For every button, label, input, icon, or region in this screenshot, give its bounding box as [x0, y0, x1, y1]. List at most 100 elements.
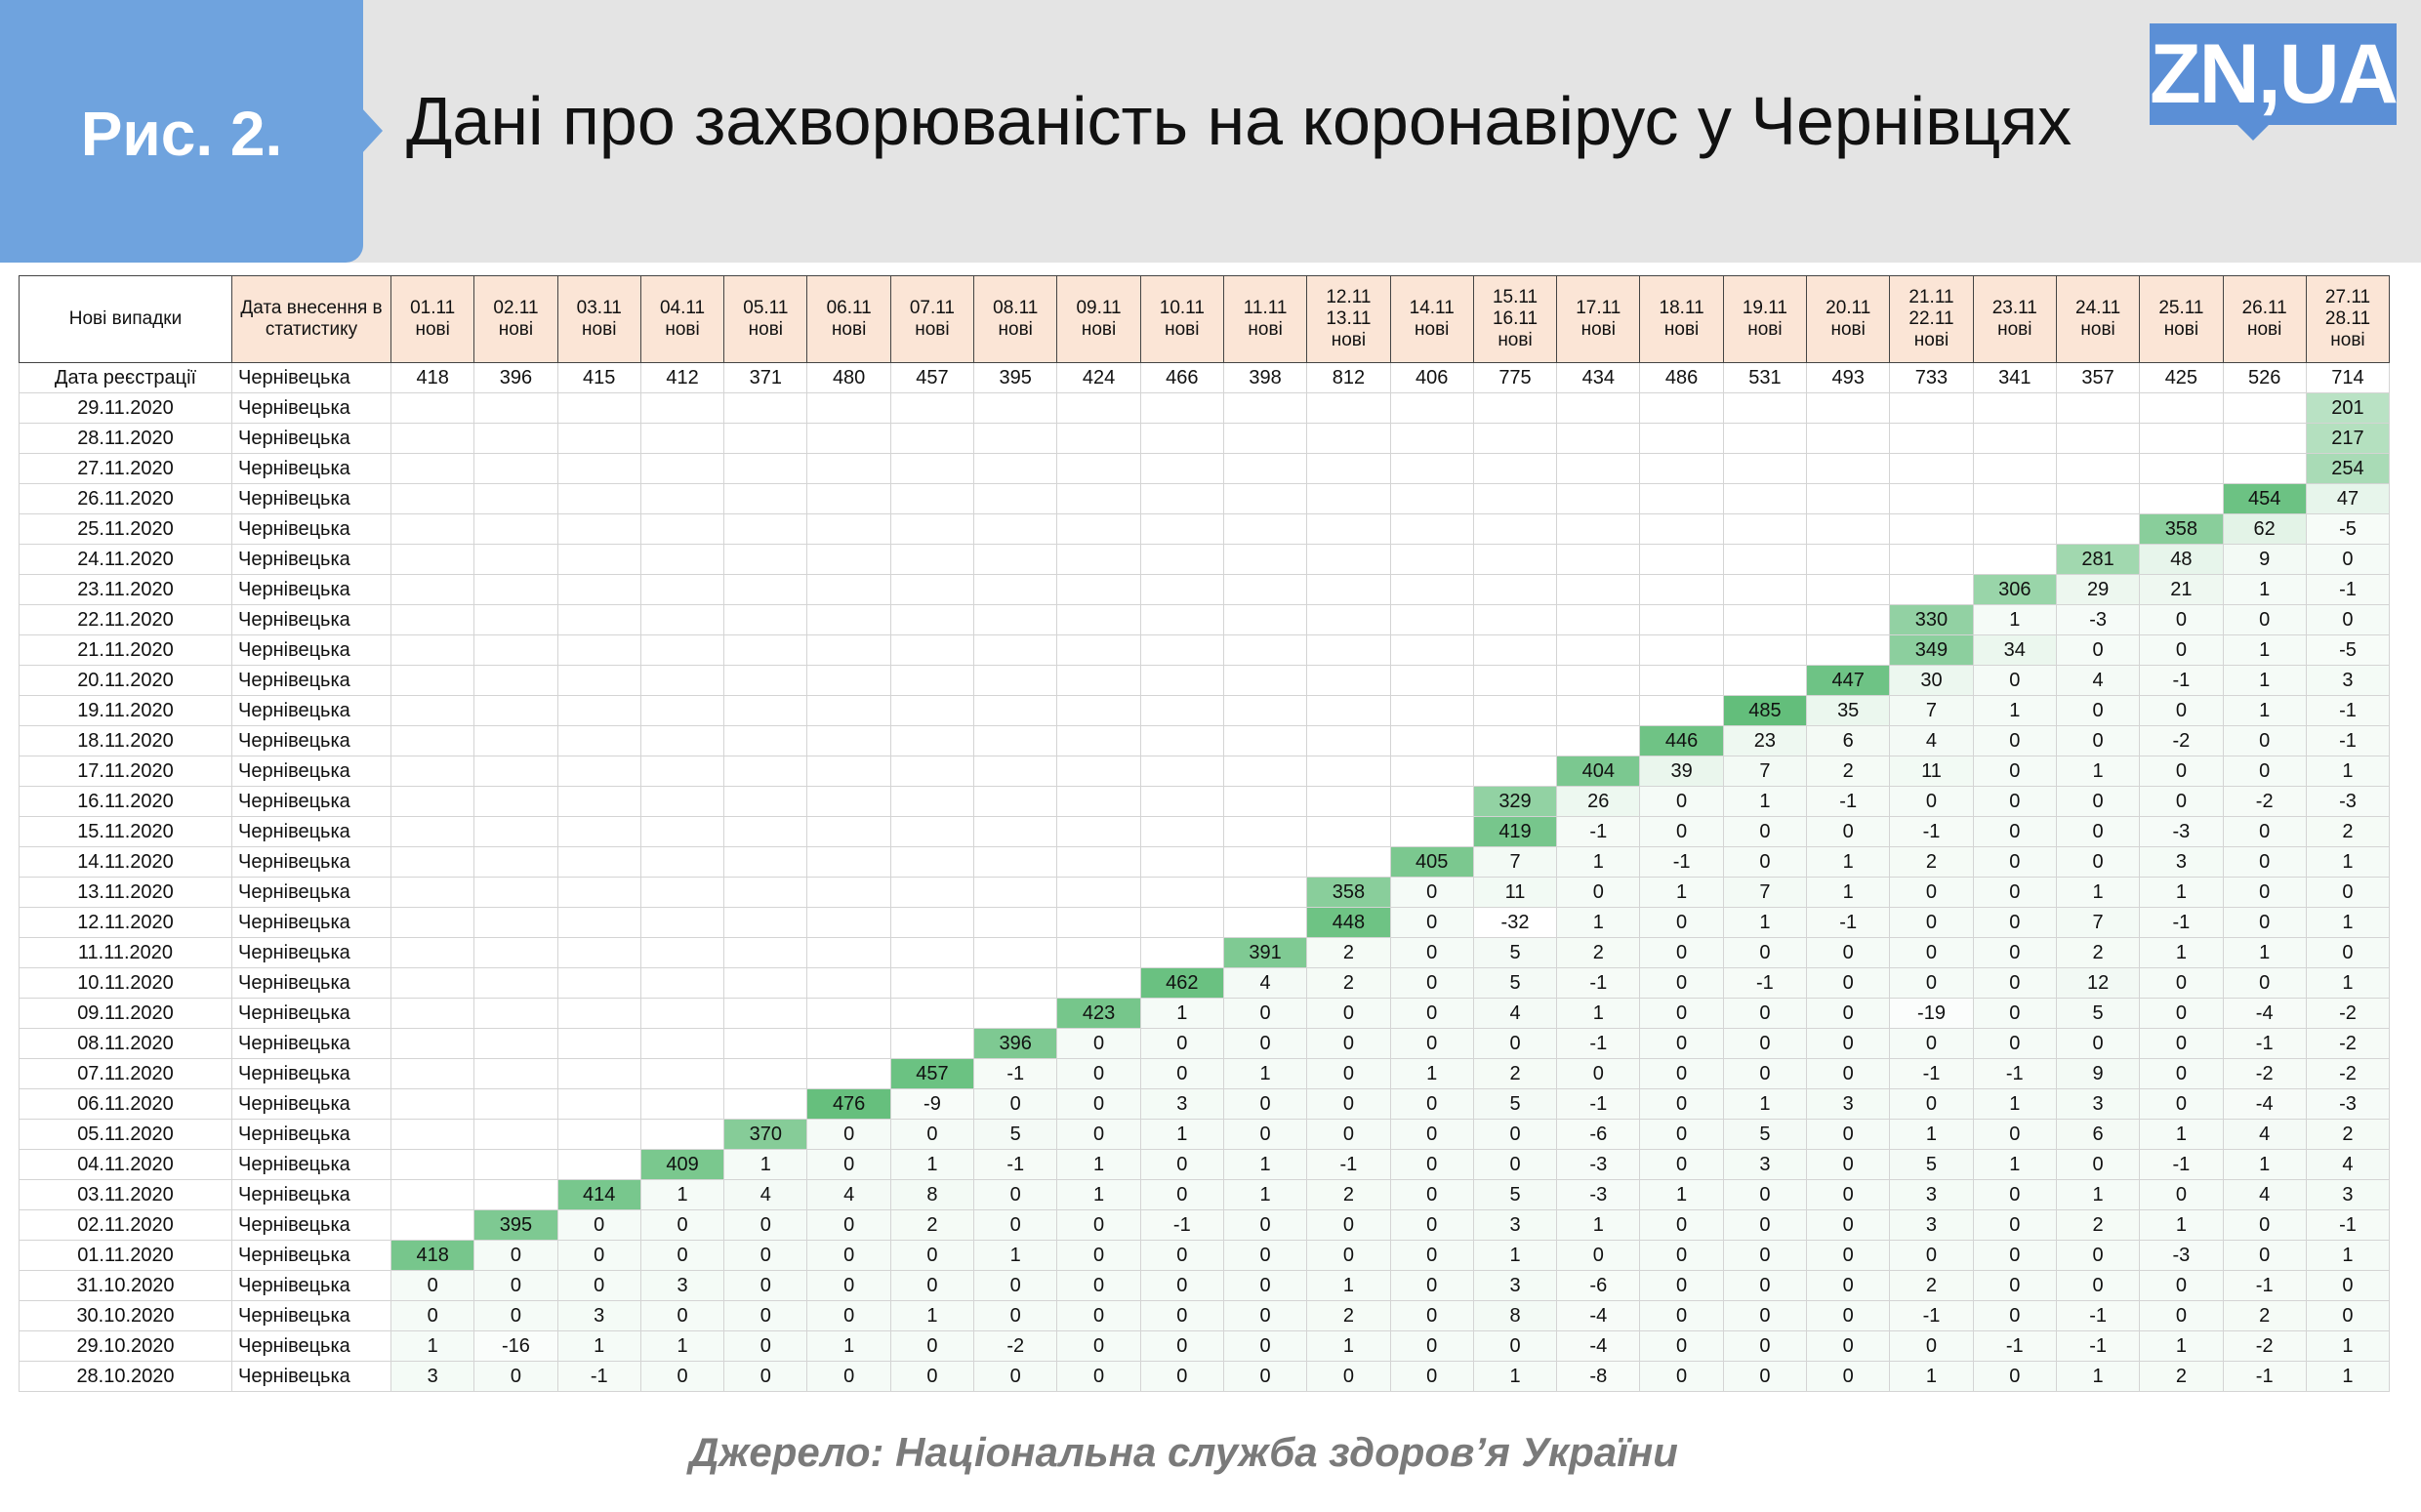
data-row: 11.11.2020 Чернівецька 391 2 0 5 2 0 0 0 0 0 2 1 1 0: [19, 937, 2391, 968]
data-row: 23.11.2020 Чернівецька 306 29 21 1 -1: [19, 574, 2391, 605]
header-line: 15.11: [1492, 287, 1539, 307]
value-cell: 0: [1139, 1028, 1224, 1059]
empty-cell: [889, 967, 975, 999]
empty-cell: [889, 392, 975, 424]
value-cell: 0: [1222, 1300, 1308, 1331]
value-cell: 1: [2305, 1330, 2391, 1362]
empty-cell: [1222, 725, 1308, 756]
value-cell: 1: [1639, 1179, 1724, 1210]
value-cell: -1: [2139, 665, 2224, 696]
value-cell: 3: [1889, 1179, 1974, 1210]
header-line: 16.11: [1492, 308, 1539, 329]
empty-cell: [1889, 453, 1974, 484]
region-cell: Чернівецька: [231, 816, 391, 847]
value-cell: 0: [1972, 907, 2057, 938]
empty-cell: [1222, 483, 1308, 514]
value-cell: 0: [1139, 1361, 1224, 1392]
value-cell: 0: [1389, 937, 1474, 968]
value-cell: 2: [1306, 1179, 1391, 1210]
empty-cell: [556, 483, 641, 514]
value-cell: 0: [1222, 1119, 1308, 1150]
empty-cell: [1139, 544, 1224, 575]
empty-cell: [1306, 453, 1391, 484]
empty-cell: [1306, 544, 1391, 575]
value-cell: 0: [1806, 967, 1891, 999]
total-cell: 395: [973, 362, 1058, 393]
empty-cell: [1889, 423, 1974, 454]
empty-cell: [639, 513, 725, 545]
total-cell: 418: [390, 362, 475, 393]
empty-cell: [473, 453, 558, 484]
header-line: нові: [2330, 330, 2365, 350]
data-row: 19.11.2020 Чернівецька 485 35 7 1 0 0 1 -1: [19, 695, 2391, 726]
empty-cell: [806, 513, 891, 545]
value-cell: 0: [1472, 1028, 1558, 1059]
value-cell: -1: [2222, 1028, 2307, 1059]
empty-cell: [556, 423, 641, 454]
value-cell: 0: [1722, 1300, 1808, 1331]
empty-cell: [556, 513, 641, 545]
value-cell: -1: [1972, 1058, 2057, 1089]
empty-cell: [1472, 483, 1558, 514]
empty-cell: [973, 544, 1058, 575]
value-cell: 0: [1639, 1300, 1724, 1331]
empty-cell: [806, 846, 891, 878]
date-column-header: 23.11 нові: [1972, 275, 2057, 363]
empty-cell: [1139, 453, 1224, 484]
empty-cell: [1389, 634, 1474, 666]
empty-cell: [1222, 756, 1308, 787]
value-cell: -1: [2139, 1149, 2224, 1180]
date-column-header: 12.11 13.11 нові: [1306, 275, 1391, 363]
empty-cell: [723, 574, 808, 605]
empty-cell: [1556, 453, 1641, 484]
value-cell: 0: [1972, 877, 2057, 908]
value-cell: 1: [2055, 1179, 2141, 1210]
date-column-header: 03.11 нові: [556, 275, 641, 363]
value-cell: 0: [1889, 1028, 1974, 1059]
value-cell: 2: [1806, 756, 1891, 787]
empty-cell: [889, 725, 975, 756]
empty-cell: [1222, 392, 1308, 424]
value-cell: -3: [2139, 816, 2224, 847]
empty-cell: [973, 392, 1058, 424]
empty-cell: [1389, 392, 1474, 424]
value-cell: 6: [2055, 1119, 2141, 1150]
empty-cell: [973, 574, 1058, 605]
empty-cell: [639, 665, 725, 696]
source-note: Джерело: Національна служба здоров’я Укр…: [689, 1429, 1678, 1475]
value-cell: 423: [1056, 998, 1141, 1029]
title: Дані про захворюваність на коронавірус у…: [406, 83, 2072, 159]
value-cell: 0: [723, 1361, 808, 1392]
empty-cell: [973, 513, 1058, 545]
empty-cell: [1139, 907, 1224, 938]
value-cell: 0: [2055, 1240, 2141, 1271]
logo[interactable]: ZN,UA: [2150, 23, 2399, 125]
value-cell: 0: [1889, 1088, 1974, 1120]
header-line: 24.11: [2075, 298, 2121, 318]
date-cell: 26.11.2020: [19, 483, 232, 514]
value-cell: 8: [889, 1179, 975, 1210]
data-row: 29.10.2020 Чернівецька 1 -16 1 1 0 1 0 -2 0 0 0 1 0 0 -4…: [19, 1330, 2391, 1362]
data-row: 10.11.2020 Чернівецька 462 4 2 0 5 -1 0 -1 0 0 0 12 0 0…: [19, 967, 2391, 999]
empty-cell: [639, 392, 725, 424]
value-cell: 0: [2222, 604, 2307, 635]
empty-cell: [473, 1058, 558, 1089]
empty-cell: [1056, 453, 1141, 484]
tab-arrow: [361, 107, 383, 154]
header-line: нові: [1081, 319, 1117, 340]
value-cell: 1: [1472, 1240, 1558, 1271]
date-cell: 04.11.2020: [19, 1149, 232, 1180]
value-cell: 0: [2305, 937, 2391, 968]
empty-cell: [1306, 846, 1391, 878]
value-cell: 0: [2222, 846, 2307, 878]
value-cell: 0: [1056, 1361, 1141, 1392]
header-line: 04.11: [659, 298, 706, 318]
value-cell: 4: [2055, 665, 2141, 696]
empty-cell: [473, 1088, 558, 1120]
value-cell: 0: [973, 1209, 1058, 1241]
empty-cell: [1639, 574, 1724, 605]
value-cell: 3: [2139, 846, 2224, 878]
value-cell: 5: [1472, 967, 1558, 999]
empty-cell: [723, 483, 808, 514]
total-cell: 493: [1806, 362, 1891, 393]
